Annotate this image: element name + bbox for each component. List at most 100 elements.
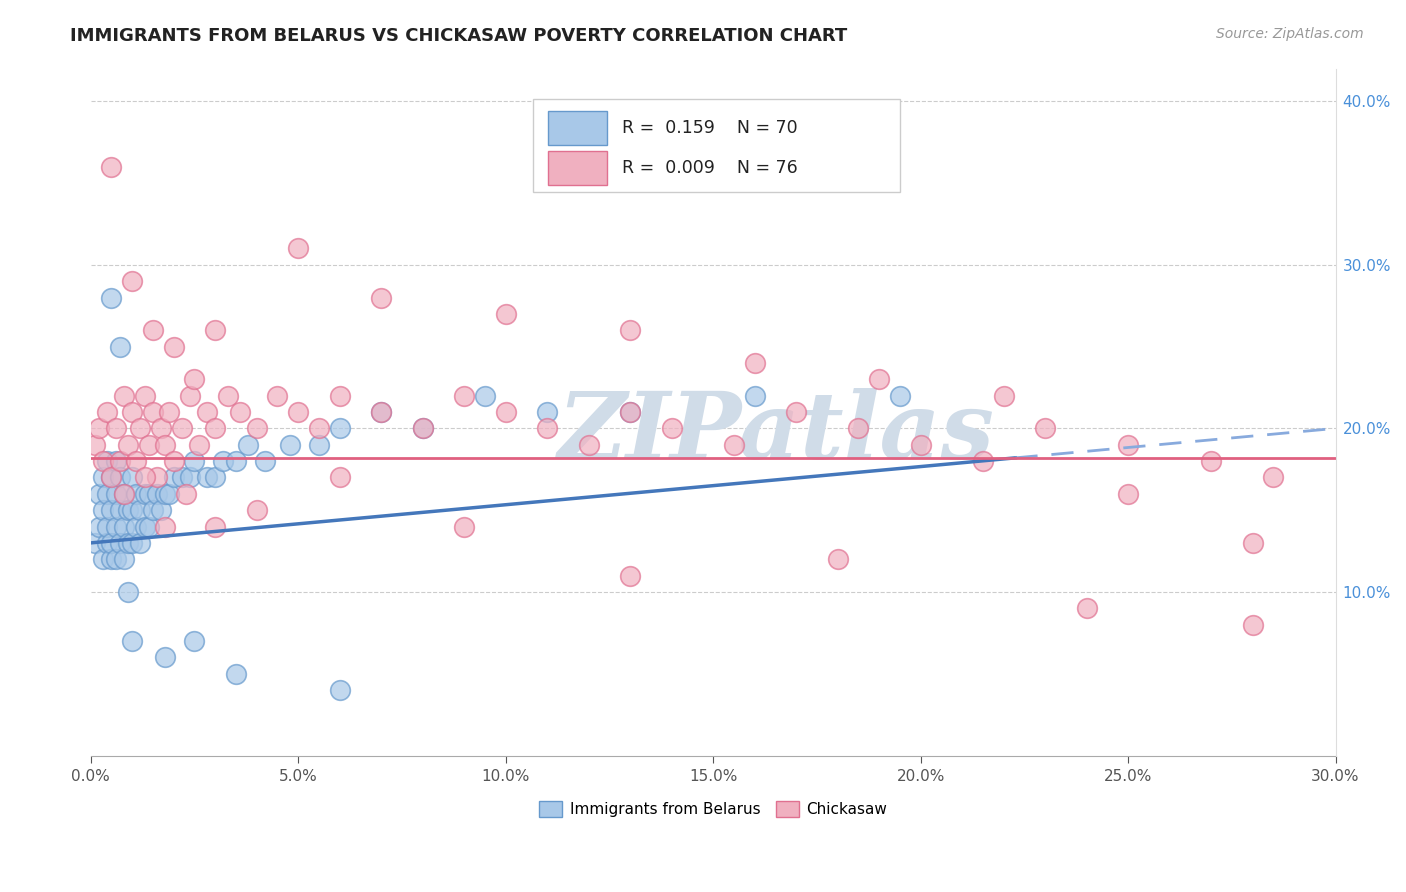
- Point: [253, 454, 276, 468]
- Point: [104, 454, 127, 468]
- Point: [246, 421, 269, 435]
- Point: [117, 438, 139, 452]
- Point: [308, 421, 330, 435]
- Text: Source: ZipAtlas.com: Source: ZipAtlas.com: [1216, 27, 1364, 41]
- Point: [195, 470, 218, 484]
- Point: [155, 487, 177, 501]
- Point: [174, 487, 197, 501]
- Point: [370, 291, 392, 305]
- Point: [142, 503, 165, 517]
- Point: [129, 421, 152, 435]
- Point: [125, 487, 148, 501]
- Point: [329, 421, 352, 435]
- Point: [91, 470, 114, 484]
- Point: [238, 438, 260, 452]
- Point: [155, 650, 177, 665]
- Point: [329, 389, 352, 403]
- Point: [278, 438, 301, 452]
- Point: [108, 503, 131, 517]
- Point: [87, 421, 110, 435]
- Point: [83, 536, 105, 550]
- Point: [96, 405, 118, 419]
- Point: [179, 389, 201, 403]
- Point: [1116, 487, 1139, 501]
- Point: [217, 389, 239, 403]
- FancyBboxPatch shape: [533, 99, 900, 192]
- Point: [536, 421, 558, 435]
- Point: [138, 438, 160, 452]
- Point: [146, 487, 169, 501]
- Point: [370, 405, 392, 419]
- Point: [121, 536, 143, 550]
- Point: [100, 503, 122, 517]
- Point: [412, 421, 434, 435]
- Point: [1241, 617, 1264, 632]
- Point: [1241, 536, 1264, 550]
- Point: [162, 470, 184, 484]
- Point: [91, 503, 114, 517]
- Point: [179, 470, 201, 484]
- Point: [412, 421, 434, 435]
- Point: [100, 470, 122, 484]
- Point: [889, 389, 911, 403]
- Point: [229, 405, 252, 419]
- Bar: [547, 151, 607, 186]
- Point: [846, 421, 869, 435]
- Point: [204, 470, 226, 484]
- Point: [723, 438, 745, 452]
- Point: [87, 519, 110, 533]
- Point: [329, 470, 352, 484]
- Point: [142, 323, 165, 337]
- Point: [91, 552, 114, 566]
- Point: [287, 242, 309, 256]
- Point: [138, 487, 160, 501]
- Point: [112, 552, 135, 566]
- Point: [536, 405, 558, 419]
- Point: [495, 307, 517, 321]
- Point: [100, 470, 122, 484]
- Point: [100, 536, 122, 550]
- Point: [159, 487, 181, 501]
- Point: [329, 683, 352, 698]
- Point: [868, 372, 890, 386]
- Legend: Immigrants from Belarus, Chickasaw: Immigrants from Belarus, Chickasaw: [533, 796, 893, 823]
- Point: [619, 568, 641, 582]
- Point: [150, 421, 173, 435]
- Point: [125, 454, 148, 468]
- Point: [155, 438, 177, 452]
- Point: [578, 438, 600, 452]
- Point: [910, 438, 932, 452]
- Point: [150, 503, 173, 517]
- Point: [827, 552, 849, 566]
- Point: [100, 291, 122, 305]
- Point: [785, 405, 807, 419]
- Point: [453, 519, 475, 533]
- Text: R =  0.159    N = 70: R = 0.159 N = 70: [623, 120, 797, 137]
- Point: [138, 519, 160, 533]
- Bar: [547, 112, 607, 145]
- Point: [121, 274, 143, 288]
- Point: [104, 487, 127, 501]
- Point: [453, 389, 475, 403]
- Point: [100, 160, 122, 174]
- Point: [142, 405, 165, 419]
- Point: [96, 487, 118, 501]
- Point: [112, 389, 135, 403]
- Point: [225, 666, 247, 681]
- Point: [246, 503, 269, 517]
- Point: [619, 405, 641, 419]
- Point: [104, 552, 127, 566]
- Point: [195, 405, 218, 419]
- Point: [183, 634, 205, 648]
- Point: [100, 552, 122, 566]
- Point: [661, 421, 683, 435]
- Point: [146, 470, 169, 484]
- Point: [91, 454, 114, 468]
- Point: [744, 389, 766, 403]
- Text: ZIPatlas: ZIPatlas: [557, 388, 994, 477]
- Point: [204, 421, 226, 435]
- Point: [121, 470, 143, 484]
- Point: [104, 519, 127, 533]
- Point: [96, 536, 118, 550]
- Point: [744, 356, 766, 370]
